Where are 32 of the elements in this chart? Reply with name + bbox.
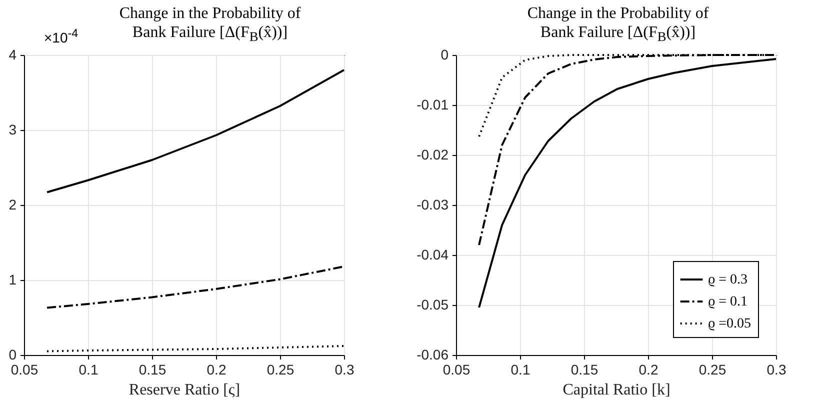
legend-label: ϱ = 0.3 [708,272,748,288]
x-tick-label: 0.15 [570,362,598,378]
x-axis-title: Capital Ratio [k] [562,382,670,398]
y-tick-label: 1 [8,272,17,288]
x-tick-label: 0.15 [138,362,166,378]
y-tick-label: -0.06 [416,346,449,362]
x-tick-label: 0.25 [698,362,726,378]
y-tick-label: -0.03 [416,196,449,212]
x-tick-label: 0.3 [334,362,354,378]
chart-title: Change in the Probability of Bank Failure [Δ(F$_{B}$(x̂))] [526,4,710,46]
legend-label: ϱ =0.05 [708,316,752,332]
x-tick-label: 0.05 [10,362,38,378]
y-tick-label: 0 [8,346,17,362]
y-tick-label: -0.04 [416,246,449,262]
x-tick-label: 0.3 [766,362,786,378]
y-tick-label: -0.05 [416,296,449,312]
y-tick-label: 2 [8,196,17,212]
y-tick-label: 4 [8,46,17,62]
x-tick-label: 0.25 [266,362,294,378]
x-tick-label: 0.05 [442,362,470,378]
x-axis-title: Reserve Ratio [ς] [128,382,240,398]
x-tick-label: 0.1 [510,362,530,378]
x-tick-label: 0.2 [638,362,658,378]
y-tick-label: 3 [8,122,17,138]
y-tick-label: -0.01 [416,96,449,112]
y-tick-label: 0 [440,46,449,62]
text: ×10$^{-4}$ [44,27,78,46]
x-tick-label: 0.2 [206,362,226,378]
y-tick-label: -0.02 [416,146,449,162]
chart-title: Change in the Probability of Bank Failure [Δ(F$_{B}$(x̂))] [119,5,301,44]
x-tick-label: 0.1 [78,362,98,378]
legend-label: ϱ = 0.1 [708,294,748,310]
